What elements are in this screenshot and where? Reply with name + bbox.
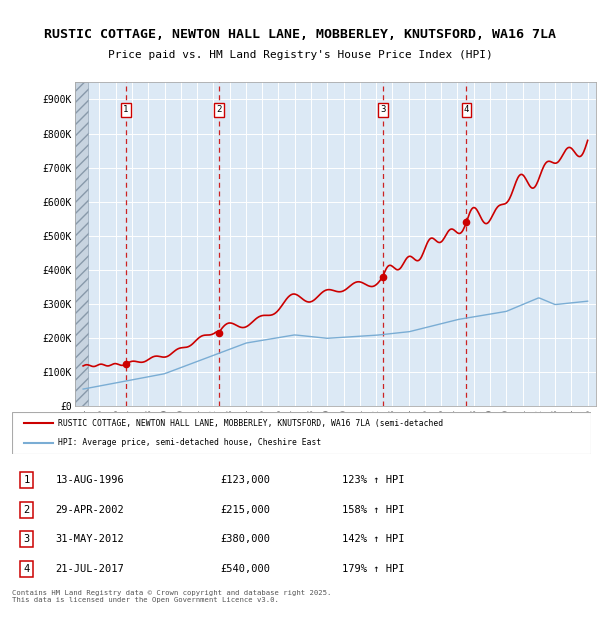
Text: RUSTIC COTTAGE, NEWTON HALL LANE, MOBBERLEY, KNUTSFORD, WA16 7LA (semi-detached: RUSTIC COTTAGE, NEWTON HALL LANE, MOBBER… <box>58 419 443 428</box>
Text: HPI: Average price, semi-detached house, Cheshire East: HPI: Average price, semi-detached house,… <box>58 438 322 448</box>
Text: 31-MAY-2012: 31-MAY-2012 <box>55 534 124 544</box>
Text: 13-AUG-1996: 13-AUG-1996 <box>55 476 124 485</box>
Text: 4: 4 <box>23 564 29 574</box>
Text: 179% ↑ HPI: 179% ↑ HPI <box>342 564 404 574</box>
Text: 1: 1 <box>23 476 29 485</box>
Text: Price paid vs. HM Land Registry's House Price Index (HPI): Price paid vs. HM Land Registry's House … <box>107 50 493 60</box>
Text: 2: 2 <box>23 505 29 515</box>
Text: 123% ↑ HPI: 123% ↑ HPI <box>342 476 404 485</box>
Text: 1: 1 <box>123 105 128 115</box>
Text: RUSTIC COTTAGE, NEWTON HALL LANE, MOBBERLEY, KNUTSFORD, WA16 7LA: RUSTIC COTTAGE, NEWTON HALL LANE, MOBBER… <box>44 28 556 41</box>
Text: 142% ↑ HPI: 142% ↑ HPI <box>342 534 404 544</box>
Text: 21-JUL-2017: 21-JUL-2017 <box>55 564 124 574</box>
Text: 2: 2 <box>216 105 221 115</box>
Text: 29-APR-2002: 29-APR-2002 <box>55 505 124 515</box>
Text: 3: 3 <box>380 105 386 115</box>
Text: £540,000: £540,000 <box>220 564 271 574</box>
Bar <box>75 82 88 406</box>
Text: 4: 4 <box>464 105 469 115</box>
Text: £123,000: £123,000 <box>220 476 271 485</box>
Text: 158% ↑ HPI: 158% ↑ HPI <box>342 505 404 515</box>
Text: £215,000: £215,000 <box>220 505 271 515</box>
Text: £380,000: £380,000 <box>220 534 271 544</box>
Text: 3: 3 <box>23 534 29 544</box>
Text: Contains HM Land Registry data © Crown copyright and database right 2025.
This d: Contains HM Land Registry data © Crown c… <box>12 590 331 603</box>
